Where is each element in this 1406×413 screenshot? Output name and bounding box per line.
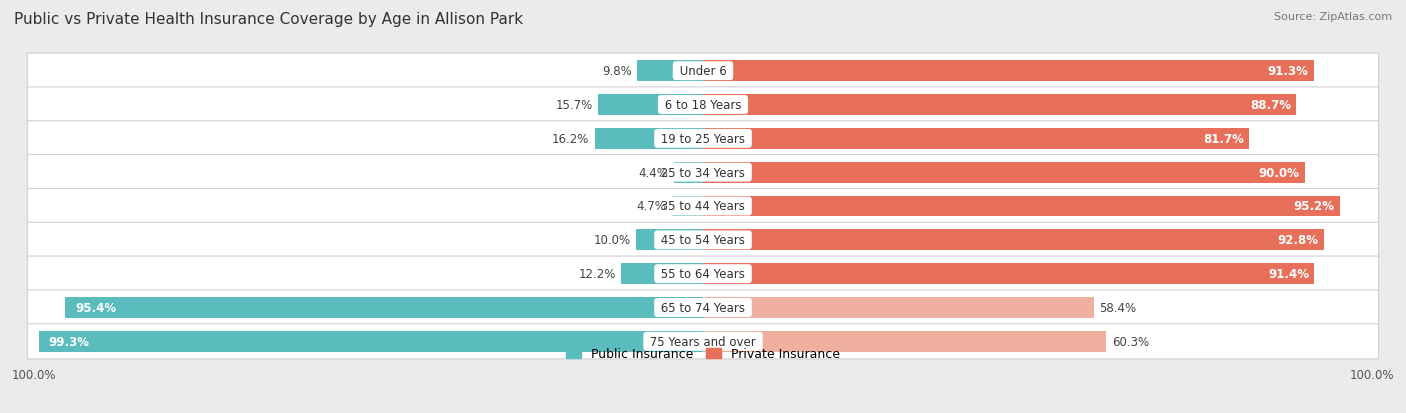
Text: 12.2%: 12.2% bbox=[579, 268, 616, 280]
FancyBboxPatch shape bbox=[27, 256, 1379, 292]
Text: 88.7%: 88.7% bbox=[1250, 99, 1291, 112]
Text: 35 to 44 Years: 35 to 44 Years bbox=[657, 200, 749, 213]
Text: 9.8%: 9.8% bbox=[602, 65, 633, 78]
Text: 65 to 74 Years: 65 to 74 Years bbox=[657, 301, 749, 314]
Text: 25 to 34 Years: 25 to 34 Years bbox=[657, 166, 749, 179]
FancyBboxPatch shape bbox=[27, 290, 1379, 325]
Text: 58.4%: 58.4% bbox=[1099, 301, 1136, 314]
Text: 60.3%: 60.3% bbox=[1112, 335, 1149, 348]
Bar bbox=[595, 128, 703, 150]
Text: 91.4%: 91.4% bbox=[1268, 268, 1309, 280]
Text: Under 6: Under 6 bbox=[676, 65, 730, 78]
Bar bbox=[621, 263, 703, 285]
Text: 45 to 54 Years: 45 to 54 Years bbox=[657, 234, 749, 247]
FancyBboxPatch shape bbox=[27, 189, 1379, 224]
Bar bbox=[703, 196, 1340, 217]
Bar bbox=[703, 95, 1296, 116]
Text: 19 to 25 Years: 19 to 25 Years bbox=[657, 133, 749, 145]
Bar bbox=[672, 196, 703, 217]
Bar bbox=[703, 162, 1305, 183]
Text: Source: ZipAtlas.com: Source: ZipAtlas.com bbox=[1274, 12, 1392, 22]
Bar bbox=[637, 61, 703, 82]
FancyBboxPatch shape bbox=[27, 88, 1379, 123]
Bar bbox=[703, 297, 1094, 318]
Text: 91.3%: 91.3% bbox=[1267, 65, 1309, 78]
FancyBboxPatch shape bbox=[27, 324, 1379, 359]
FancyBboxPatch shape bbox=[27, 223, 1379, 258]
FancyBboxPatch shape bbox=[27, 121, 1379, 157]
Text: 16.2%: 16.2% bbox=[553, 133, 589, 145]
Text: 4.7%: 4.7% bbox=[637, 200, 666, 213]
Bar bbox=[703, 61, 1313, 82]
Bar bbox=[598, 95, 703, 116]
Bar bbox=[703, 128, 1250, 150]
Text: 75 Years and over: 75 Years and over bbox=[647, 335, 759, 348]
Bar bbox=[703, 230, 1323, 251]
Text: 15.7%: 15.7% bbox=[555, 99, 593, 112]
Text: 55 to 64 Years: 55 to 64 Years bbox=[657, 268, 749, 280]
Bar bbox=[39, 331, 703, 352]
Text: 81.7%: 81.7% bbox=[1204, 133, 1244, 145]
Legend: Public Insurance, Private Insurance: Public Insurance, Private Insurance bbox=[567, 347, 839, 361]
Text: 95.2%: 95.2% bbox=[1294, 200, 1334, 213]
Text: 99.3%: 99.3% bbox=[49, 335, 90, 348]
Text: Public vs Private Health Insurance Coverage by Age in Allison Park: Public vs Private Health Insurance Cover… bbox=[14, 12, 523, 27]
Bar bbox=[703, 263, 1315, 285]
Bar bbox=[703, 331, 1107, 352]
Text: 6 to 18 Years: 6 to 18 Years bbox=[661, 99, 745, 112]
Text: 10.0%: 10.0% bbox=[593, 234, 631, 247]
FancyBboxPatch shape bbox=[27, 155, 1379, 190]
Text: 95.4%: 95.4% bbox=[75, 301, 117, 314]
Text: 4.4%: 4.4% bbox=[638, 166, 668, 179]
Bar bbox=[673, 162, 703, 183]
FancyBboxPatch shape bbox=[27, 54, 1379, 89]
Bar bbox=[636, 230, 703, 251]
Text: 92.8%: 92.8% bbox=[1278, 234, 1319, 247]
Bar bbox=[65, 297, 703, 318]
Text: 90.0%: 90.0% bbox=[1258, 166, 1299, 179]
